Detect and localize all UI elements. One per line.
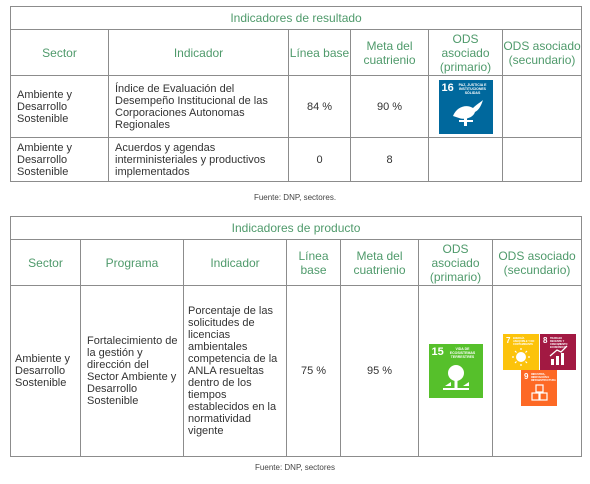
ods-primario-cell: 15 Vida de ecosistemas terrestres [418, 285, 493, 457]
header-ods-primario: ODS asociado (primario) [428, 29, 503, 76]
table-row-sector: Ambiente y Desarrollo Sostenible [10, 137, 109, 182]
header-indicador: Indicador [108, 29, 289, 76]
sdg-7-tile: 7 Energía asequible y no contaminante [503, 334, 539, 370]
table-row-sector: Ambiente y Desarrollo Sostenible [10, 75, 109, 138]
sdg-15-text: Vida de ecosistemas terrestres [449, 347, 476, 359]
table-row-linea-base: 84 % [288, 75, 351, 138]
ods-secundario-cell [501, 137, 583, 182]
producto-source: Fuente: DNP, sectores [255, 463, 335, 472]
sdg-8-tile: 8 Trabajo decente y crecimiento económic… [540, 334, 576, 370]
ods-secundario-cell: 7 Energía asequible y no contaminante 8 [491, 285, 583, 457]
sdg-8-text: Trabajo decente y crecimiento económico [550, 337, 568, 349]
header-ods-secundario: ODS asociado (secundario) [501, 29, 583, 76]
table-row-sector: Ambiente y Desarrollo Sostenible [10, 285, 81, 457]
header-meta: Meta del cuatrienio [350, 29, 429, 76]
resultado-table: Indicadores de resultado Sector Indicado… [9, 6, 583, 182]
ods-secundario-cell [501, 75, 583, 138]
resultado-title: Indicadores de resultado [9, 6, 583, 30]
sdg-16-number: 16 [441, 81, 454, 94]
tree-icon [442, 365, 469, 390]
header-programa: Programa [80, 239, 184, 286]
header-ods-secundario: ODS asociado (secundario) [491, 239, 583, 286]
sdg-8-number: 8 [543, 336, 548, 345]
header-linea-base: Línea base [288, 29, 351, 76]
sdg-15-tile: 15 Vida de ecosistemas terrestres [428, 344, 483, 398]
sdg-15-number: 15 [431, 346, 444, 358]
producto-table: Indicadores de producto Sector Programa … [9, 216, 583, 457]
sdg-16-text: Paz, justicia e instituciones sólidas [458, 82, 487, 95]
sdg-7-text: Energía asequible y no contaminante [513, 337, 535, 346]
sdg-7-number: 7 [506, 336, 511, 345]
table-row-programa: Fortalecimiento de la gestión y direcció… [80, 285, 184, 457]
header-linea-base: Línea base [286, 239, 341, 286]
growth-chart-icon [549, 345, 568, 365]
resultado-source: Fuente: DNP, sectores. [253, 193, 337, 202]
dove-gavel-icon [452, 99, 483, 126]
table-row-meta: 90 % [350, 75, 429, 138]
table-row-linea-base: 0 [288, 137, 351, 182]
table-row-indicador: Índice de Evaluación del Desempeño Insti… [108, 75, 289, 138]
header-ods-primario: ODS asociado (primario) [418, 239, 493, 286]
sun-icon [512, 348, 530, 366]
table-row-indicador: Porcentaje de las solicitudes de licenci… [183, 285, 287, 457]
ods-primario-cell [428, 137, 503, 182]
sdg-9-tile: 9 Industria, innovación e infraestructur… [521, 370, 557, 406]
sdg-9-text: Industria, innovación e infraestructura [531, 373, 556, 382]
table-row-meta: 95 % [340, 285, 419, 457]
header-indicador: Indicador [183, 239, 287, 286]
cubes-icon [531, 384, 548, 401]
table-row-meta: 8 [350, 137, 429, 182]
table-row-indicador: Acuerdos y agendas interministeriales y … [108, 137, 289, 182]
ods-primario-cell: 16 Paz, justicia e instituciones sólidas [428, 75, 503, 138]
sdg-16-tile: 16 Paz, justicia e instituciones sólidas [438, 79, 493, 134]
producto-title: Indicadores de producto [9, 216, 583, 240]
header-meta: Meta del cuatrienio [340, 239, 419, 286]
table-row-linea-base: 75 % [286, 285, 341, 457]
header-sector: Sector [10, 239, 81, 286]
header-sector: Sector [10, 29, 109, 76]
sdg-9-number: 9 [524, 372, 529, 381]
